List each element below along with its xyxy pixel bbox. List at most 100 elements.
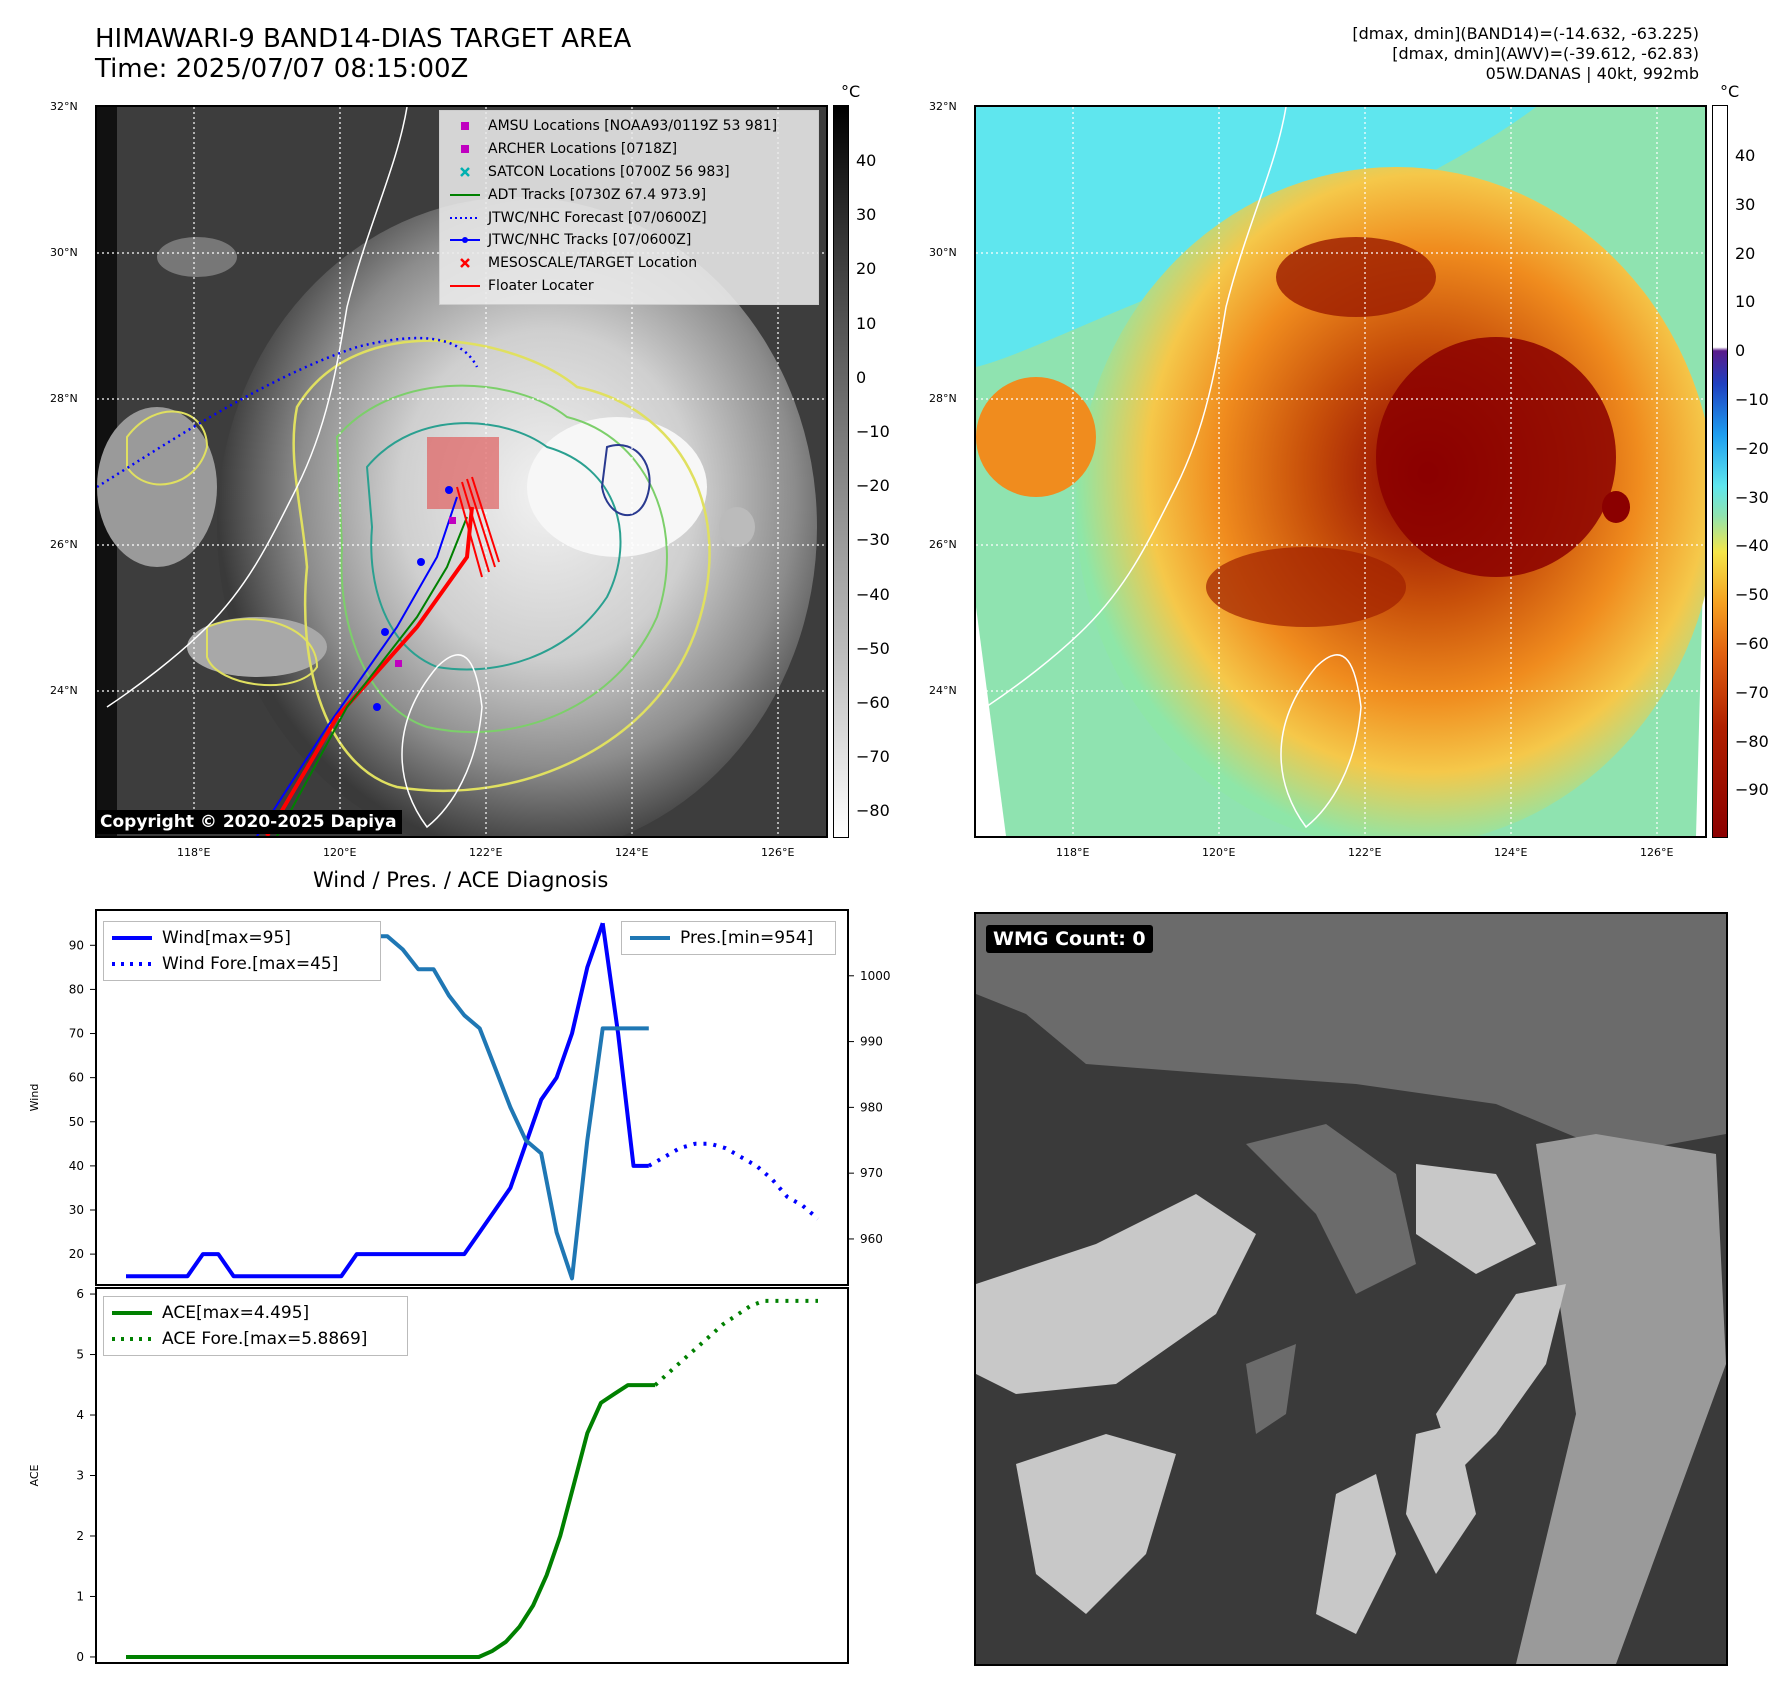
ir-colorbar bbox=[833, 105, 849, 838]
y-tick-label: 40 bbox=[69, 1159, 84, 1173]
colorbar-tick: −30 bbox=[1735, 487, 1769, 507]
legend-line-icon bbox=[112, 1308, 152, 1318]
series-line-1 bbox=[600, 922, 649, 1168]
legend-label: Wind Fore.[max=45] bbox=[162, 954, 339, 974]
legend-label: JTWC/NHC Forecast [07/0600Z] bbox=[488, 209, 707, 226]
lon-label: 122°E bbox=[1348, 846, 1382, 859]
lon-label: 124°E bbox=[615, 846, 649, 859]
colorbar-tick: −10 bbox=[1735, 390, 1769, 409]
y-tick-label: 90 bbox=[69, 938, 84, 952]
colorbar-tick: −90 bbox=[1735, 780, 1769, 800]
legend-symbol-icon bbox=[448, 143, 482, 155]
legend-symbol-icon bbox=[448, 234, 482, 246]
meta-line2: [dmax, dmin](AWV)=(-39.612, -62.83) bbox=[1392, 44, 1699, 63]
series-line-2 bbox=[647, 1141, 820, 1221]
y2-tick-label: 990 bbox=[860, 1035, 883, 1049]
y-tick-label: 60 bbox=[69, 1071, 84, 1085]
legend-symbol-icon bbox=[448, 280, 482, 292]
awv-map-image bbox=[976, 107, 1705, 836]
colorbar-tick: −70 bbox=[1735, 682, 1769, 702]
lat-label: 24°N bbox=[50, 684, 78, 697]
legend-line-icon bbox=[112, 1334, 152, 1344]
lon-label: 124°E bbox=[1494, 846, 1528, 859]
lon-label: 122°E bbox=[469, 846, 503, 859]
legend-line-icon bbox=[112, 933, 152, 943]
y-tick-label: 6 bbox=[76, 1287, 84, 1301]
legend-entry: JTWC/NHC Tracks [07/0600Z] bbox=[448, 229, 810, 252]
y-tick-label: 5 bbox=[76, 1348, 84, 1362]
y2-tick-label: 970 bbox=[860, 1166, 883, 1180]
legend-label: Pres.[min=954] bbox=[680, 928, 814, 948]
legend-line-icon bbox=[112, 959, 152, 969]
wmg-count-badge: WMG Count: 0 bbox=[986, 925, 1153, 953]
colorbar-tick: 20 bbox=[856, 259, 877, 279]
figure-title-line2: Time: 2025/07/07 08:15:00Z bbox=[95, 54, 469, 84]
y-axis-label: Wind bbox=[28, 1084, 41, 1112]
colorbar-tick: 30 bbox=[856, 205, 877, 225]
colorbar-tick: −10 bbox=[856, 422, 890, 441]
meta-line3: 05W.DANAS | 40kt, 992mb bbox=[1485, 64, 1699, 83]
legend-label: ARCHER Locations [0718Z] bbox=[488, 141, 678, 158]
lon-label: 126°E bbox=[761, 846, 795, 859]
awv-map-panel bbox=[974, 105, 1707, 838]
legend-label: Wind[max=95] bbox=[162, 928, 291, 948]
colorbar-tick: 0 bbox=[856, 367, 867, 387]
y-tick-label: 80 bbox=[69, 982, 84, 996]
lat-label: 24°N bbox=[929, 684, 957, 697]
wmg-panel bbox=[974, 912, 1728, 1666]
map-legend: AMSU Locations [NOAA93/0119Z 53 981] ARCH… bbox=[439, 110, 819, 305]
colorbar-tick: −50 bbox=[1735, 585, 1769, 605]
y-tick-label: 2 bbox=[76, 1529, 84, 1543]
legend-symbol-icon bbox=[448, 166, 482, 178]
y-tick-label: 30 bbox=[69, 1203, 84, 1217]
colorbar-tick: −40 bbox=[856, 584, 890, 604]
legend-symbol-icon bbox=[448, 257, 482, 269]
y-tick-label: 50 bbox=[69, 1115, 84, 1129]
y-axis-label: ACE bbox=[28, 1464, 41, 1486]
copyright-label: Copyright © 2020-2025 Dapiya bbox=[95, 810, 402, 834]
y2-tick-label: 980 bbox=[860, 1100, 883, 1114]
lat-label: 28°N bbox=[50, 392, 78, 405]
colorbar-tick: −80 bbox=[1735, 731, 1769, 751]
colorbar-tick: 10 bbox=[856, 313, 877, 333]
y2-tick-label: 1000 bbox=[860, 969, 891, 983]
legend-entry: JTWC/NHC Forecast [07/0600Z] bbox=[448, 206, 810, 229]
y-tick-label: 70 bbox=[69, 1027, 84, 1041]
colorbar-tick: 40 bbox=[1735, 146, 1756, 165]
y-tick-label: 20 bbox=[69, 1247, 84, 1261]
legend-symbol-icon bbox=[448, 189, 482, 201]
legend-entry: ACE[max=4.495] bbox=[112, 1300, 399, 1326]
ace-legend: ACE[max=4.495] ACE Fore.[max=5.8869] bbox=[103, 1296, 408, 1356]
lat-label: 32°N bbox=[929, 100, 957, 113]
lat-label: 28°N bbox=[929, 392, 957, 405]
figure-title-line1: HIMAWARI-9 BAND14-DIAS TARGET AREA bbox=[95, 24, 632, 54]
legend-symbol-icon bbox=[448, 120, 482, 132]
legend-label: MESOSCALE/TARGET Location bbox=[488, 255, 698, 272]
lat-label: 32°N bbox=[50, 100, 78, 113]
lat-label: 26°N bbox=[50, 538, 78, 551]
colorbar-tick: −50 bbox=[856, 638, 890, 658]
legend-entry: Wind Fore.[max=45] bbox=[112, 951, 372, 977]
colorbar-tick: −20 bbox=[856, 476, 890, 496]
y-tick-label: 0 bbox=[76, 1650, 84, 1664]
colorbar-tick: 30 bbox=[1735, 194, 1756, 214]
colorbar-tick: −80 bbox=[856, 801, 890, 821]
legend-label: JTWC/NHC Tracks [07/0600Z] bbox=[488, 232, 692, 249]
legend-entry: ACE Fore.[max=5.8869] bbox=[112, 1326, 399, 1352]
colorbar-tick: −60 bbox=[856, 693, 890, 712]
awv-colorbar-unit: °C bbox=[1720, 82, 1740, 101]
plot-frame bbox=[95, 909, 849, 1286]
lon-label: 120°E bbox=[323, 846, 357, 859]
y2-tick-label: 960 bbox=[860, 1232, 883, 1246]
lat-label: 30°N bbox=[50, 246, 78, 259]
series-line-1 bbox=[653, 1298, 818, 1387]
legend-label: ACE[max=4.495] bbox=[162, 1303, 310, 1323]
awv-colorbar bbox=[1712, 105, 1728, 838]
legend-entry: SATCON Locations [0700Z 56 983] bbox=[448, 161, 810, 184]
legend-entry: Floater Locater bbox=[448, 275, 810, 298]
legend-symbol-icon bbox=[448, 212, 482, 224]
meta-line1: [dmax, dmin](BAND14)=(-14.632, -63.225) bbox=[1352, 24, 1699, 43]
colorbar-tick: −70 bbox=[856, 747, 890, 767]
wmg-image bbox=[976, 914, 1726, 1664]
colorbar-tick: −20 bbox=[1735, 438, 1769, 458]
